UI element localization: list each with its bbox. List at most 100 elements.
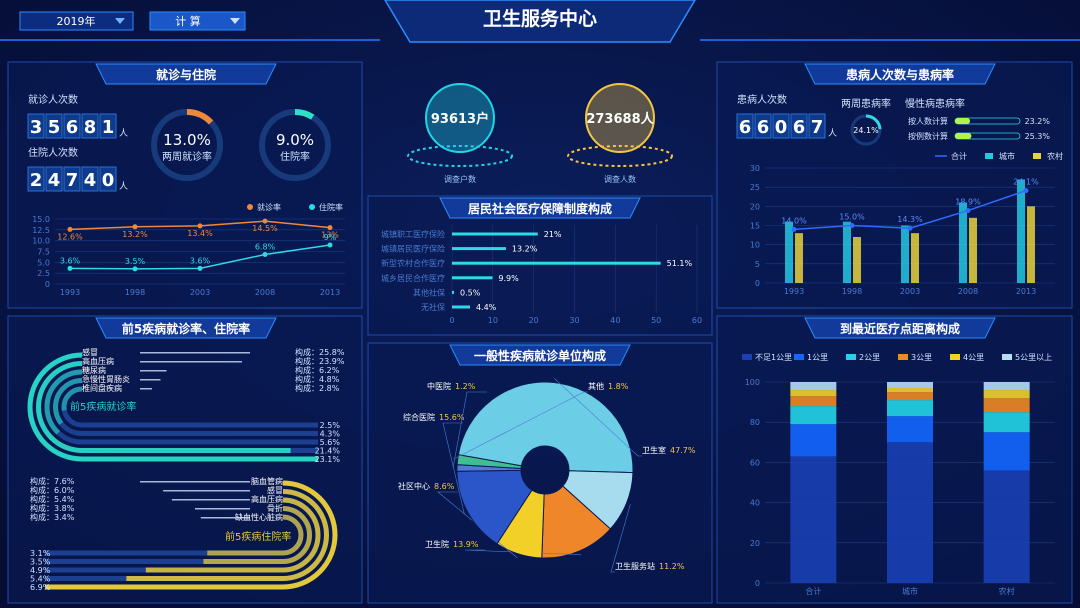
value-label: 3.6% — [190, 256, 211, 265]
share-prefix: 构成： — [295, 374, 319, 384]
rate-arc — [45, 514, 304, 556]
panel-tab — [449, 344, 631, 366]
category-label: 急慢性胃肠炎 — [82, 374, 130, 384]
share-value: 25.8% — [319, 348, 345, 357]
mode-select[interactable]: 计 算 — [149, 11, 246, 31]
dropdown-arrow[interactable] — [230, 18, 240, 24]
rate-label: 5.4% — [30, 575, 51, 584]
share-label: 构成：6.2% — [295, 365, 340, 375]
rate-label: 3.1% — [30, 549, 51, 558]
legend-label: 城市 — [999, 151, 1015, 161]
legend-marker — [742, 354, 752, 360]
bar — [452, 232, 538, 236]
survey-number: 93613 — [431, 112, 476, 127]
slice-value: 1.2% — [455, 382, 476, 391]
leader-line — [554, 378, 642, 457]
point — [791, 226, 797, 232]
panel-title: 就诊与住院 — [156, 67, 216, 82]
legend-marker — [985, 153, 993, 159]
leader-line — [452, 391, 487, 468]
mode-value[interactable]: 计 算 — [175, 14, 201, 28]
bar — [911, 233, 919, 283]
leader-line — [610, 504, 631, 573]
share-value: 6.0% — [54, 486, 75, 495]
bubble — [425, 83, 495, 153]
share-label: 构成：2.8% — [295, 383, 340, 393]
value-label: 14.5% — [252, 224, 278, 233]
bar — [452, 305, 470, 309]
share-bar — [171, 499, 250, 501]
category-label: 糖尿病 — [82, 365, 106, 375]
rate-label: 3.5% — [30, 558, 51, 567]
digit-tile — [27, 166, 45, 192]
slice-label: 其他 1.8% — [588, 381, 629, 391]
share-value: 23.9% — [319, 357, 345, 366]
kpi-value: 35681 — [30, 117, 115, 138]
slice-name: 社区中心 — [398, 481, 430, 491]
year-select[interactable]: 2019年 — [19, 11, 134, 31]
x-tick-label: 城市 — [902, 586, 918, 596]
x-tick-label: 1993 — [784, 287, 804, 296]
chronic-name: 按人数计算 — [908, 116, 948, 126]
category-label: 脑血管病 — [251, 476, 283, 486]
share-bar — [140, 352, 250, 354]
title-frame — [384, 0, 696, 43]
slice-value: 11.2% — [659, 562, 685, 571]
panel-tab — [95, 317, 277, 339]
rate-arc — [45, 489, 329, 581]
rate-arc — [27, 352, 318, 462]
bar-segment — [790, 390, 837, 397]
digit-tile — [81, 113, 99, 139]
category-label: 高血压病 — [251, 494, 283, 504]
point — [327, 225, 333, 231]
value-label: 9.9% — [498, 274, 519, 283]
panel-tab — [804, 317, 996, 339]
slice — [457, 381, 634, 474]
year-value[interactable]: 2019年 — [57, 14, 96, 28]
legend-label: 住院率 — [319, 202, 343, 212]
x-tick-label: 30 — [569, 316, 579, 325]
value-label: 3.6% — [60, 256, 81, 265]
kpi-label: 就诊人次数 — [28, 93, 78, 106]
slice-label: 综合医院 15.6% — [403, 412, 465, 422]
rate-label: 4.3% — [320, 430, 341, 439]
y-tick-label: 0 — [45, 280, 50, 289]
category-label: 骨折 — [267, 503, 283, 513]
value-label: 4.4% — [476, 303, 497, 312]
rate-label: 2.5% — [320, 421, 341, 430]
leader-line — [453, 391, 588, 460]
value-label: 13.2% — [512, 245, 538, 254]
select-box[interactable] — [149, 11, 246, 31]
point — [197, 265, 203, 271]
legend-marker — [309, 204, 315, 210]
share-prefix: 构成： — [295, 383, 319, 393]
panel — [367, 195, 713, 336]
x-tick-label: 2013 — [1016, 287, 1036, 296]
slice — [456, 454, 522, 470]
survey-unit: 人 — [641, 111, 655, 127]
point — [907, 225, 913, 231]
slice-value: 1.8% — [608, 382, 629, 391]
point — [849, 223, 855, 228]
digit-tile — [772, 113, 790, 139]
dropdown-arrow[interactable] — [115, 18, 125, 24]
leader-line — [442, 422, 465, 515]
value-label: 21% — [544, 230, 562, 239]
survey-number: 273688 — [586, 112, 640, 127]
legend-label: 4公里 — [963, 353, 984, 362]
bar-segment — [983, 382, 1030, 391]
bar-segment — [983, 390, 1030, 399]
gauge-name: 两周患病率 — [841, 97, 891, 110]
share-label: 构成：3.8% — [30, 503, 75, 513]
select-box[interactable] — [19, 11, 134, 31]
survey-label: 调查户数 — [444, 174, 476, 184]
gauge-value: 24.1% — [853, 126, 879, 135]
value-label: 13.4% — [187, 229, 213, 238]
category-label: 其他社保 — [413, 287, 445, 297]
bar — [959, 202, 967, 283]
x-tick-label: 2003 — [900, 287, 920, 296]
share-bar — [140, 370, 167, 372]
slice-name: 中医院 — [427, 381, 451, 391]
y-tick-label: 5 — [755, 260, 760, 269]
category-label: 城乡居民合作医疗 — [381, 273, 445, 283]
